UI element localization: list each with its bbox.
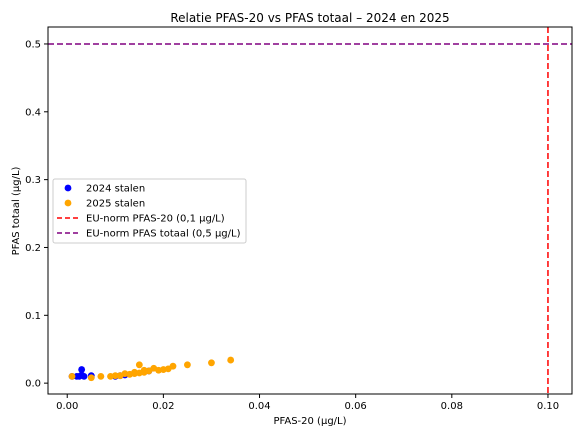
- chart-title: Relatie PFAS-20 vs PFAS totaal – 2024 en…: [170, 11, 449, 25]
- y-tick-label: 0.0: [25, 379, 41, 390]
- x-tick-label: 0.02: [152, 401, 174, 412]
- legend-label: EU-norm PFAS-20 (0,1 µg/L): [86, 214, 225, 225]
- x-axis-label: PFAS-20 (µg/L): [273, 416, 346, 427]
- legend-label: 2025 stalen: [86, 199, 145, 210]
- scatter-point-series0-5: [80, 372, 88, 380]
- y-tick-label: 0.2: [25, 243, 41, 254]
- scatter-point-series1-2: [97, 372, 105, 380]
- scatter-point-series1-1: [87, 374, 95, 382]
- x-tick-label: 0.04: [248, 401, 270, 412]
- scatter-point-series1-0: [68, 372, 76, 380]
- plot-area: [47, 26, 573, 395]
- legend-marker: [64, 199, 72, 207]
- scatter-point-series0-4: [78, 366, 86, 373]
- scatter-point-series1-21: [208, 359, 215, 367]
- x-tick-label: 0.06: [345, 401, 367, 412]
- y-axis-label: PFAS totaal (µg/L): [11, 166, 22, 255]
- legend-marker: [64, 184, 72, 192]
- legend-label: EU-norm PFAS totaal (0,5 µg/L): [86, 229, 241, 240]
- scatter-point-series1-22: [227, 356, 235, 364]
- x-tick-label: 0.00: [56, 401, 78, 412]
- x-tick-label: 0.08: [441, 401, 463, 412]
- legend: 2024 stalen 2025 stalen EU-norm PFAS-20 (0…: [52, 178, 247, 244]
- scatter-point-series1-10: [135, 361, 143, 369]
- scatter-point-series1-4: [111, 372, 119, 380]
- legend-box: [52, 178, 247, 244]
- y-axis-ticks: 0.0 0.1 0.2 0.3 0.4 0.5: [25, 39, 48, 390]
- y-tick-label: 0.1: [25, 311, 41, 322]
- x-tick-label: 0.10: [537, 401, 559, 412]
- plot-frame: [47, 26, 573, 395]
- scatter-point-series1-20: [184, 361, 191, 369]
- legend-label: 2024 stalen: [86, 184, 145, 195]
- y-tick-label: 0.4: [25, 107, 41, 118]
- scatter-point-series1-19: [169, 362, 177, 370]
- y-tick-label: 0.3: [25, 175, 41, 186]
- x-axis-ticks: 0.00 0.02 0.04 0.06 0.08 0.10: [56, 394, 559, 412]
- y-tick-label: 0.5: [25, 39, 41, 50]
